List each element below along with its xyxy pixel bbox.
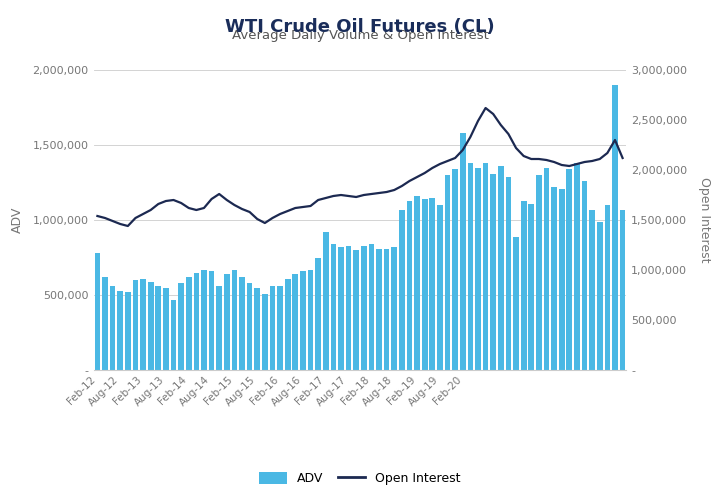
Bar [528, 204, 534, 370]
Bar [536, 175, 541, 370]
Bar [407, 200, 413, 370]
Bar [612, 85, 618, 370]
Bar [209, 271, 215, 370]
Bar [346, 246, 351, 370]
Bar [475, 168, 481, 370]
Bar [315, 258, 321, 370]
Bar [422, 199, 428, 370]
Bar [589, 210, 595, 370]
Bar [597, 222, 603, 370]
Bar [452, 169, 458, 370]
Bar [490, 174, 496, 370]
Text: WTI Crude Oil Futures (CL): WTI Crude Oil Futures (CL) [225, 18, 495, 36]
Bar [384, 248, 390, 370]
Bar [376, 248, 382, 370]
Bar [361, 246, 366, 370]
Bar [140, 278, 146, 370]
Bar [574, 163, 580, 370]
Bar [247, 283, 253, 370]
Bar [216, 286, 222, 370]
Bar [513, 236, 519, 370]
Bar [437, 205, 443, 370]
Bar [429, 198, 435, 370]
Bar [148, 282, 153, 370]
Title: Average Daily Volume & Open Interest: Average Daily Volume & Open Interest [232, 30, 488, 43]
Bar [285, 278, 291, 370]
Bar [262, 294, 268, 370]
Bar [605, 205, 611, 370]
Bar [552, 187, 557, 370]
Bar [567, 169, 572, 370]
Bar [445, 175, 451, 370]
Bar [117, 290, 123, 370]
Bar [292, 274, 298, 370]
Bar [109, 286, 115, 370]
Bar [194, 272, 199, 370]
Bar [467, 163, 473, 370]
Bar [414, 196, 420, 370]
Y-axis label: ADV: ADV [12, 207, 24, 233]
Bar [156, 286, 161, 370]
Bar [330, 244, 336, 370]
Bar [125, 292, 131, 370]
Bar [201, 270, 207, 370]
Bar [269, 286, 275, 370]
Bar [620, 210, 626, 370]
Bar [369, 244, 374, 370]
Bar [582, 181, 588, 370]
Bar [224, 274, 230, 370]
Bar [544, 168, 549, 370]
Bar [277, 286, 283, 370]
Bar [132, 280, 138, 370]
Bar [254, 288, 260, 370]
Legend: ADV, Open Interest: ADV, Open Interest [254, 466, 466, 490]
Bar [399, 210, 405, 370]
Bar [307, 270, 313, 370]
Bar [521, 200, 526, 370]
Bar [505, 176, 511, 370]
Bar [171, 300, 176, 370]
Bar [354, 250, 359, 370]
Y-axis label: Open Interest: Open Interest [698, 178, 711, 263]
Bar [323, 232, 328, 370]
Bar [232, 270, 238, 370]
Bar [460, 133, 466, 370]
Bar [300, 271, 306, 370]
Bar [392, 247, 397, 370]
Bar [94, 253, 100, 370]
Bar [186, 277, 192, 370]
Bar [338, 247, 344, 370]
Bar [163, 288, 168, 370]
Bar [559, 188, 564, 370]
Bar [498, 166, 504, 370]
Bar [239, 277, 245, 370]
Bar [482, 163, 488, 370]
Bar [102, 277, 108, 370]
Bar [179, 283, 184, 370]
